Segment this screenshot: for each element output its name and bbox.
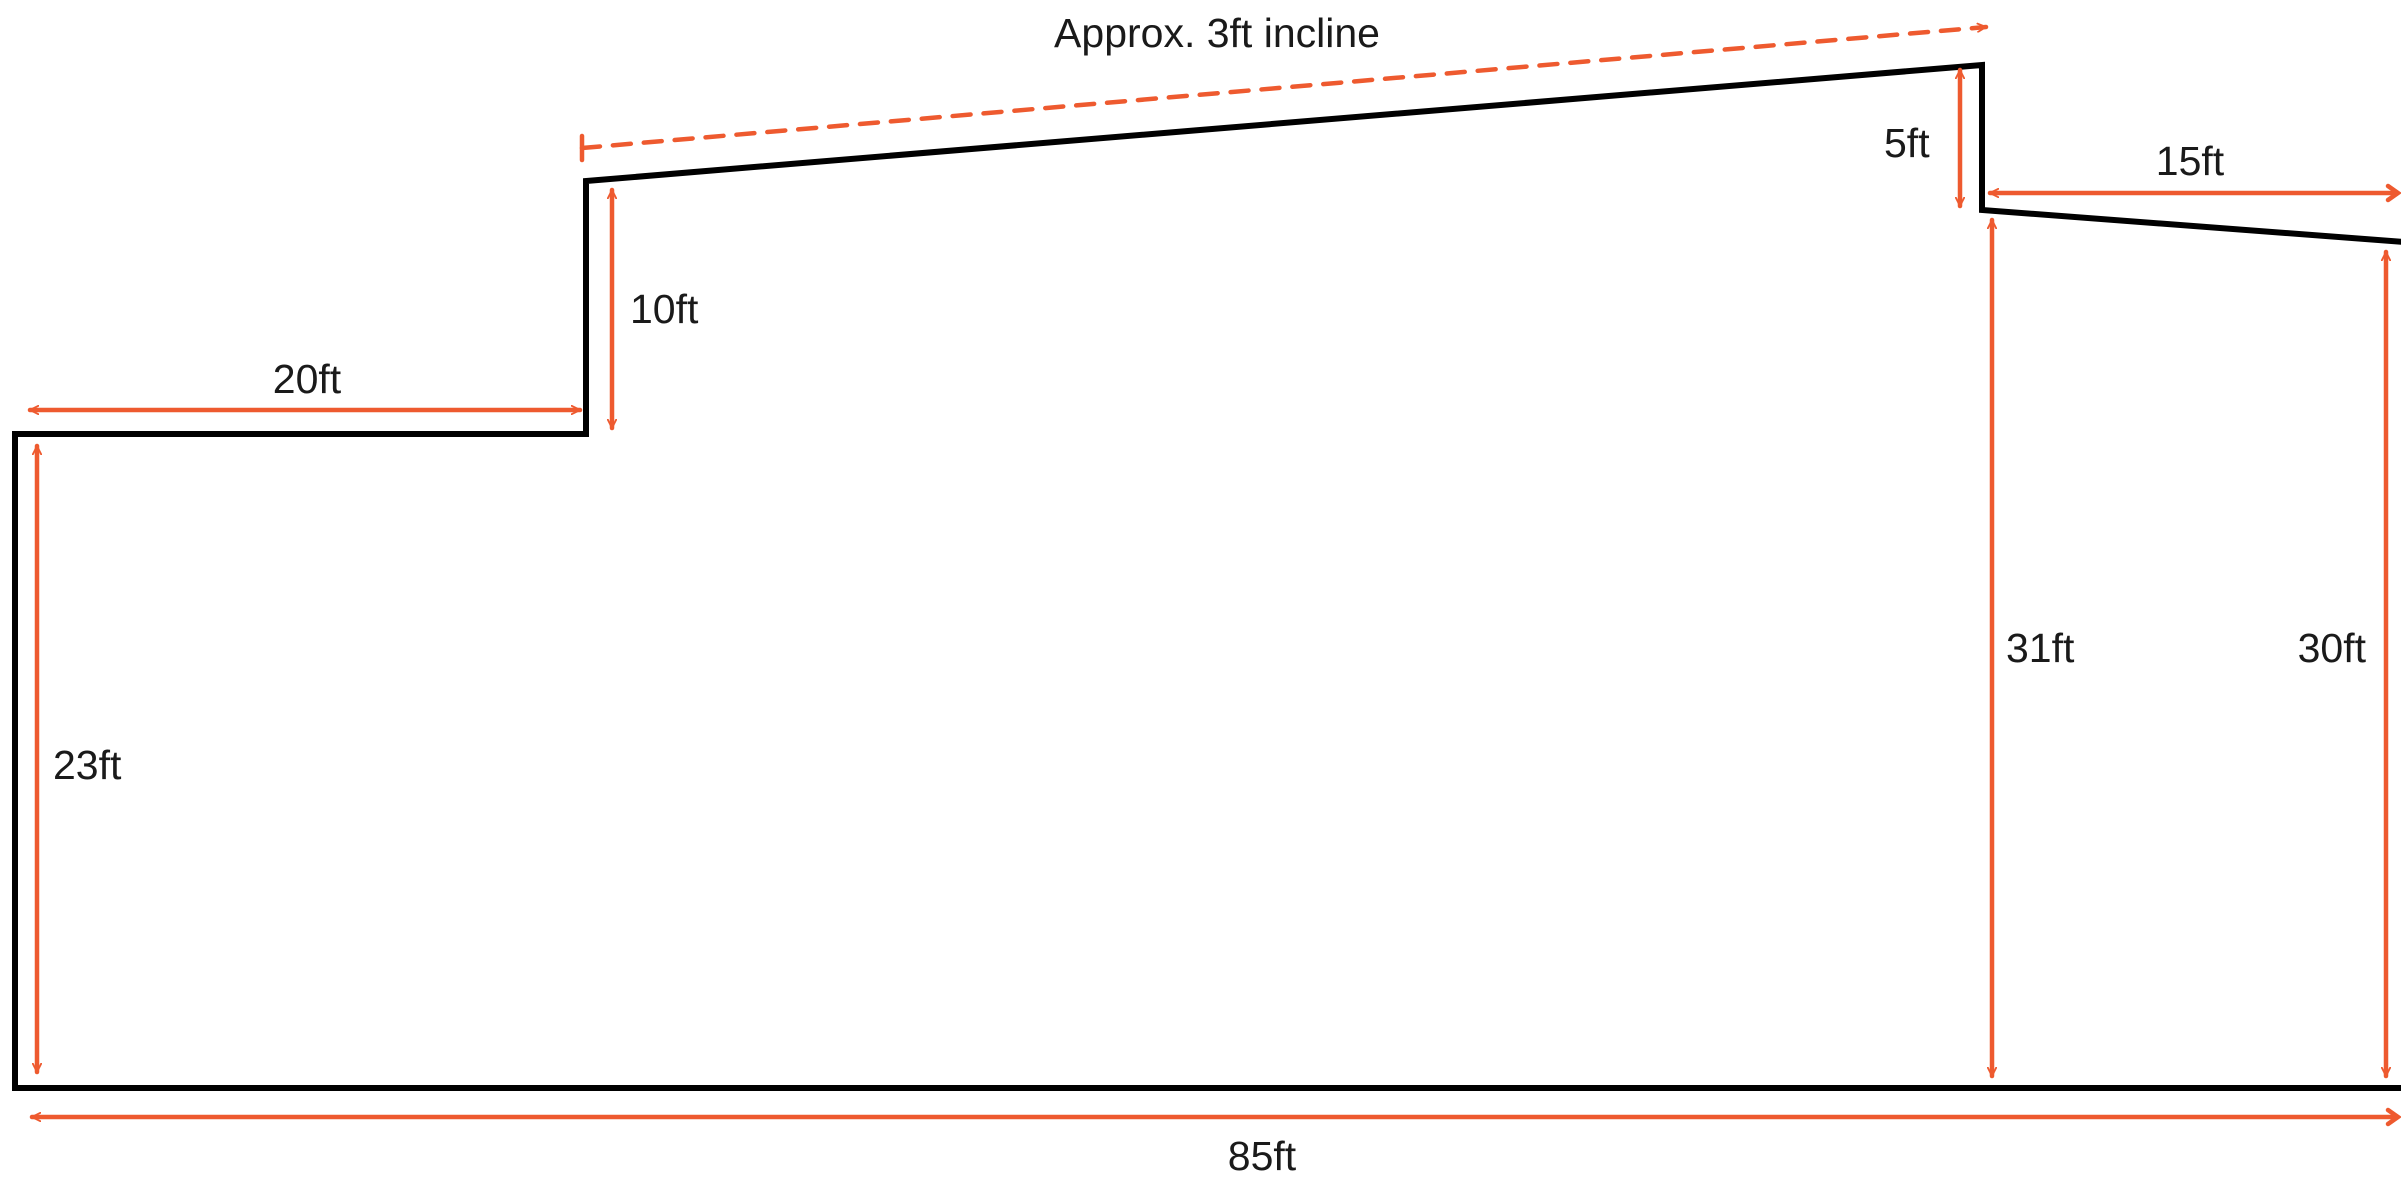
mid-height-label: 31ft (2006, 625, 2075, 671)
left-step-width-label: 20ft (273, 356, 342, 402)
left-height-label: 23ft (53, 742, 122, 788)
right-height-label: 30ft (2298, 625, 2367, 671)
right-step-drop-label: 5ft (1884, 120, 1930, 166)
step-rise-label: 10ft (630, 286, 699, 332)
right-section-width-label: 15ft (2156, 138, 2225, 184)
right-section-width-arrow-end (2385, 183, 2401, 203)
total-width-label: 85ft (1228, 1133, 1297, 1179)
total-width-arrow-end (2385, 1107, 2401, 1127)
incline-dimension-line (579, 27, 1989, 151)
building-outline (12, 61, 2401, 1091)
incline-label: Approx. 3ft incline (1054, 10, 1380, 56)
